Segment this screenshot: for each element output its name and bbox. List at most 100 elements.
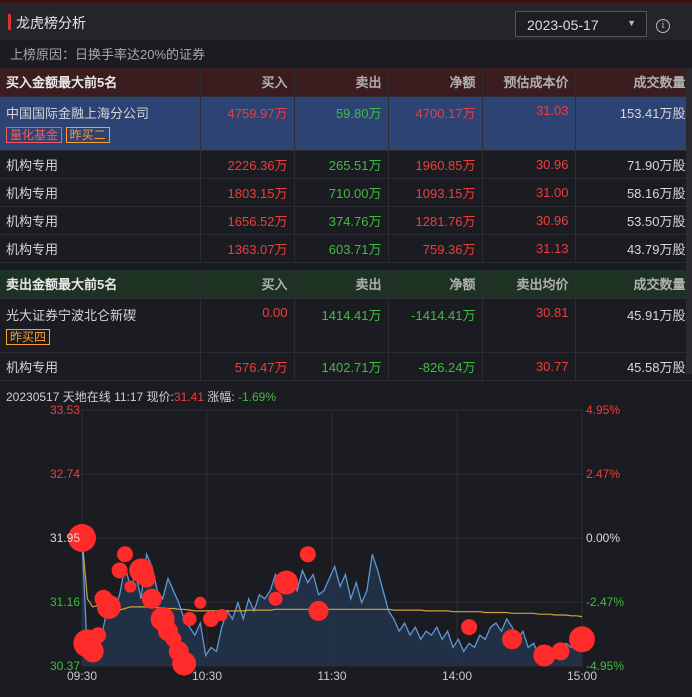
- net-amount: 4700.17万: [388, 96, 483, 151]
- column-header[interactable]: 预估成本价: [482, 68, 576, 97]
- y-tick-label-left: 32.74: [50, 467, 80, 481]
- table-row[interactable]: 机构专用 2226.36万 265.51万 1960.85万 30.96 71.…: [0, 150, 692, 179]
- column-header[interactable]: 成交数量: [575, 68, 692, 97]
- date-value: 2023-05-17: [527, 17, 599, 33]
- seat-name: 机构专用: [0, 150, 201, 179]
- volume: 45.58万股: [575, 352, 692, 381]
- x-tick-label: 09:30: [67, 669, 97, 683]
- trade-marker: [172, 651, 197, 676]
- tag-badge: 昨买四: [6, 328, 51, 345]
- sell-section-title: 卖出金额最大前5名: [0, 270, 201, 299]
- seat-name: 机构专用: [0, 178, 201, 207]
- scrollbar[interactable]: [686, 68, 692, 374]
- buy-amount: 2226.36万: [200, 150, 295, 179]
- cost-price: 30.96: [482, 150, 576, 179]
- trade-marker: [117, 546, 134, 563]
- column-header[interactable]: 买入: [200, 270, 295, 299]
- tag-badge: 量化基金: [6, 126, 63, 143]
- seat-name: 机构专用: [0, 234, 201, 263]
- date-select[interactable]: 2023-05-17 ▼: [515, 11, 647, 37]
- sell-amount: 265.51万: [294, 150, 389, 179]
- trade-marker: [274, 570, 299, 595]
- table-row[interactable]: 机构专用 1363.07万 603.71万 759.36万 31.13 43.7…: [0, 234, 692, 263]
- trade-marker: [182, 612, 197, 627]
- title-accent-bar: [8, 14, 11, 30]
- price-line: [81, 537, 583, 661]
- y-tick-label-right: -2.47%: [586, 595, 624, 609]
- trade-marker: [194, 596, 207, 609]
- change-label: 涨幅:: [207, 390, 235, 404]
- column-header[interactable]: 买入: [200, 68, 295, 97]
- buy-section-title: 买入金额最大前5名: [0, 68, 201, 97]
- cost-price: 31.03: [482, 96, 576, 151]
- trade-marker: [299, 546, 316, 563]
- sell-table: 卖出金额最大前5名 买入 卖出 净额 卖出均价 成交数量 光大证券宁波北仑新碶 …: [0, 270, 692, 381]
- sell-avg-price: 30.81: [482, 298, 576, 353]
- trade-marker: [569, 626, 595, 653]
- sell-header-row: 卖出金额最大前5名 买入 卖出 净额 卖出均价 成交数量: [0, 270, 692, 299]
- sell-amount: 374.76万: [294, 206, 389, 235]
- seat-name: 中国国际金融上海分公司: [6, 105, 150, 121]
- seat-name: 光大证券宁波北仑新碶: [6, 307, 137, 323]
- sell-amount: 603.71万: [294, 234, 389, 263]
- sell-amount: 1402.71万: [294, 352, 389, 381]
- buy-amount: 1656.52万: [200, 206, 295, 235]
- trade-marker: [461, 619, 478, 636]
- column-header[interactable]: 成交数量: [575, 270, 692, 299]
- price-area: [82, 538, 582, 666]
- y-tick-label-left: 31.95: [50, 531, 80, 545]
- column-header[interactable]: 净额: [388, 68, 483, 97]
- sell-amount: 1414.41万: [294, 298, 389, 353]
- cost-price: 30.96: [482, 206, 576, 235]
- table-row[interactable]: 光大证券宁波北仑新碶 昨买四 0.00 1414.41万 -1414.41万 3…: [0, 298, 692, 353]
- table-row[interactable]: 机构专用 1656.52万 374.76万 1281.76万 30.96 53.…: [0, 206, 692, 235]
- buy-amount: 1803.15万: [200, 178, 295, 207]
- seat-name: 机构专用: [0, 352, 201, 381]
- y-tick-label-left: 33.53: [50, 403, 80, 417]
- trade-marker: [203, 611, 220, 628]
- column-header[interactable]: 卖出均价: [482, 270, 576, 299]
- y-tick-label-right: -4.95%: [586, 659, 624, 673]
- sell-amount: 710.00万: [294, 178, 389, 207]
- buy-header-row: 买入金额最大前5名 买入 卖出 净额 预估成本价 成交数量: [0, 68, 692, 97]
- volume: 71.90万股: [575, 150, 692, 179]
- trade-marker: [111, 562, 128, 579]
- intraday-chart[interactable]: 33.53 32.74 31.95 31.16 30.37 4.95% 2.47% 0.00%…: [0, 400, 692, 697]
- change-percent: -1.69%: [237, 390, 277, 404]
- trade-marker: [137, 569, 156, 588]
- cost-price: 31.00: [482, 178, 576, 207]
- trade-marker: [124, 580, 137, 593]
- trade-marker: [308, 600, 329, 621]
- seat-name: 机构专用: [0, 206, 201, 235]
- price-label: 现价:: [146, 390, 174, 404]
- column-header[interactable]: 卖出: [294, 270, 389, 299]
- trade-marker: [268, 591, 283, 606]
- column-header[interactable]: 卖出: [294, 68, 389, 97]
- page-title: 龙虎榜分析: [16, 15, 86, 31]
- net-amount: 1093.15万: [388, 178, 483, 207]
- trade-marker: [215, 608, 228, 621]
- column-header[interactable]: 净额: [388, 270, 483, 299]
- trade-marker: [533, 644, 556, 667]
- volume: 153.41万股: [575, 96, 692, 151]
- table-row[interactable]: 机构专用 576.47万 1402.71万 -826.24万 30.77 45.…: [0, 352, 692, 381]
- trade-marker: [502, 629, 523, 650]
- volume: 53.50万股: [575, 206, 692, 235]
- trade-marker: [96, 594, 121, 619]
- trade-marker: [141, 588, 162, 609]
- volume: 58.16万股: [575, 178, 692, 207]
- info-icon[interactable]: i: [656, 19, 670, 33]
- net-amount: 759.36万: [388, 234, 483, 263]
- buy-table: 买入金额最大前5名 买入 卖出 净额 预估成本价 成交数量 中国国际金融上海分公…: [0, 68, 692, 263]
- table-row[interactable]: 机构专用 1803.15万 710.00万 1093.15万 31.00 58.…: [0, 178, 692, 207]
- list-reason: 上榜原因：日换手率达20%的证券: [10, 47, 206, 62]
- net-amount: 1281.76万: [388, 206, 483, 235]
- x-tick-label: 14:00: [442, 669, 472, 683]
- y-tick-label-right: 2.47%: [586, 467, 620, 481]
- y-tick-label-left: 30.37: [50, 659, 80, 673]
- table-row[interactable]: 中国国际金融上海分公司 量化基金 昨买二 4759.97万 59.80万 470…: [0, 96, 692, 151]
- header: 龙虎榜分析 2023-05-17 ▼ i: [0, 0, 692, 40]
- y-tick-label-left: 31.16: [50, 595, 80, 609]
- trade-marker: [90, 627, 107, 644]
- trade-marker: [551, 642, 570, 661]
